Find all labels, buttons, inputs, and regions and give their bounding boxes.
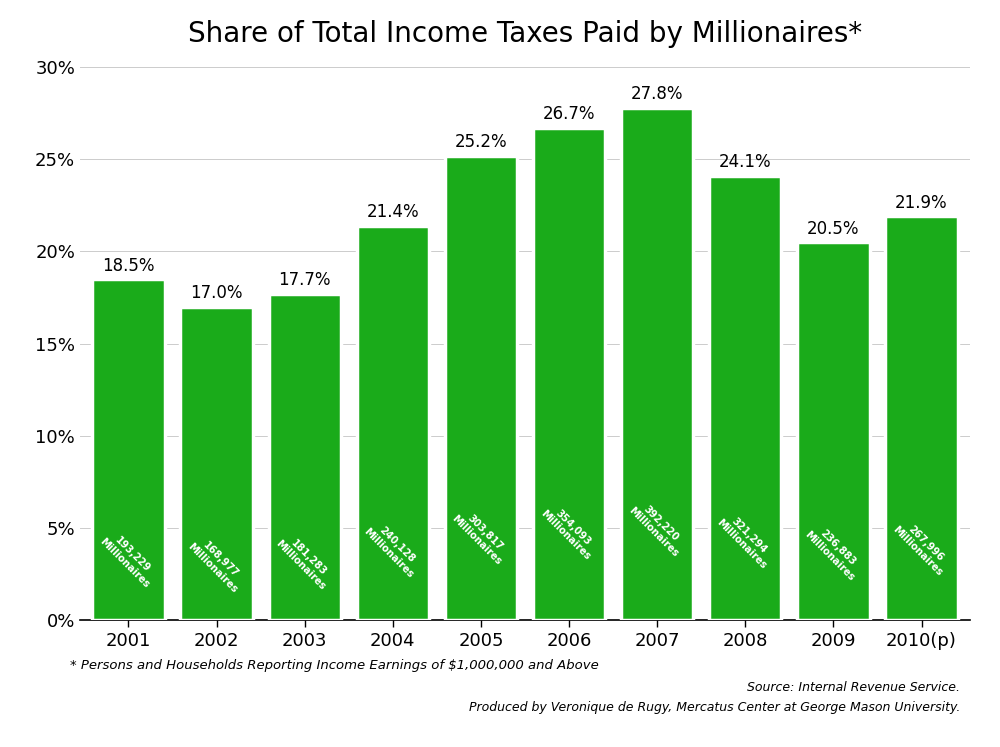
Text: 168,977
Millionaires: 168,977 Millionaires <box>186 533 247 595</box>
Text: 21.4%: 21.4% <box>367 203 419 221</box>
Text: 27.8%: 27.8% <box>631 85 683 103</box>
Text: Source: Internal Revenue Service.: Source: Internal Revenue Service. <box>747 681 960 694</box>
Text: 392,220
Millionaires: 392,220 Millionaires <box>626 497 688 559</box>
Bar <box>709 176 781 620</box>
Bar <box>180 307 253 620</box>
Bar <box>445 155 517 620</box>
Text: 267,996
Millionaires: 267,996 Millionaires <box>891 516 952 578</box>
Text: 193,229
Millionaires: 193,229 Millionaires <box>98 528 159 589</box>
Text: 18.5%: 18.5% <box>102 256 155 275</box>
Text: 24.1%: 24.1% <box>719 153 772 171</box>
Text: 321,294
Millionaires: 321,294 Millionaires <box>714 509 776 571</box>
Text: 303,817
Millionaires: 303,817 Millionaires <box>450 506 512 567</box>
Text: 240,128
Millionaires: 240,128 Millionaires <box>362 518 424 580</box>
Text: 21.9%: 21.9% <box>895 194 948 212</box>
Text: 25.2%: 25.2% <box>455 133 507 151</box>
Title: Share of Total Income Taxes Paid by Millionaires*: Share of Total Income Taxes Paid by Mill… <box>188 20 862 49</box>
Text: 181,283
Millionaires: 181,283 Millionaires <box>274 530 336 592</box>
Text: 20.5%: 20.5% <box>807 220 860 238</box>
Bar <box>533 128 605 620</box>
Bar <box>885 217 958 620</box>
Text: 354,093
Millionaires: 354,093 Millionaires <box>538 500 600 562</box>
Bar <box>269 294 341 620</box>
Text: * Persons and Households Reporting Income Earnings of $1,000,000 and Above: * Persons and Households Reporting Incom… <box>70 659 599 672</box>
Text: 236,883
Millionaires: 236,883 Millionaires <box>803 521 864 583</box>
Bar <box>621 108 693 620</box>
Bar <box>92 279 165 620</box>
Text: Produced by Veronique de Rugy, Mercatus Center at George Mason University.: Produced by Veronique de Rugy, Mercatus … <box>469 701 960 714</box>
Text: 26.7%: 26.7% <box>543 105 595 123</box>
Bar <box>797 242 870 620</box>
Text: 17.0%: 17.0% <box>190 284 243 303</box>
Bar <box>357 226 429 620</box>
Text: 17.7%: 17.7% <box>278 271 331 289</box>
